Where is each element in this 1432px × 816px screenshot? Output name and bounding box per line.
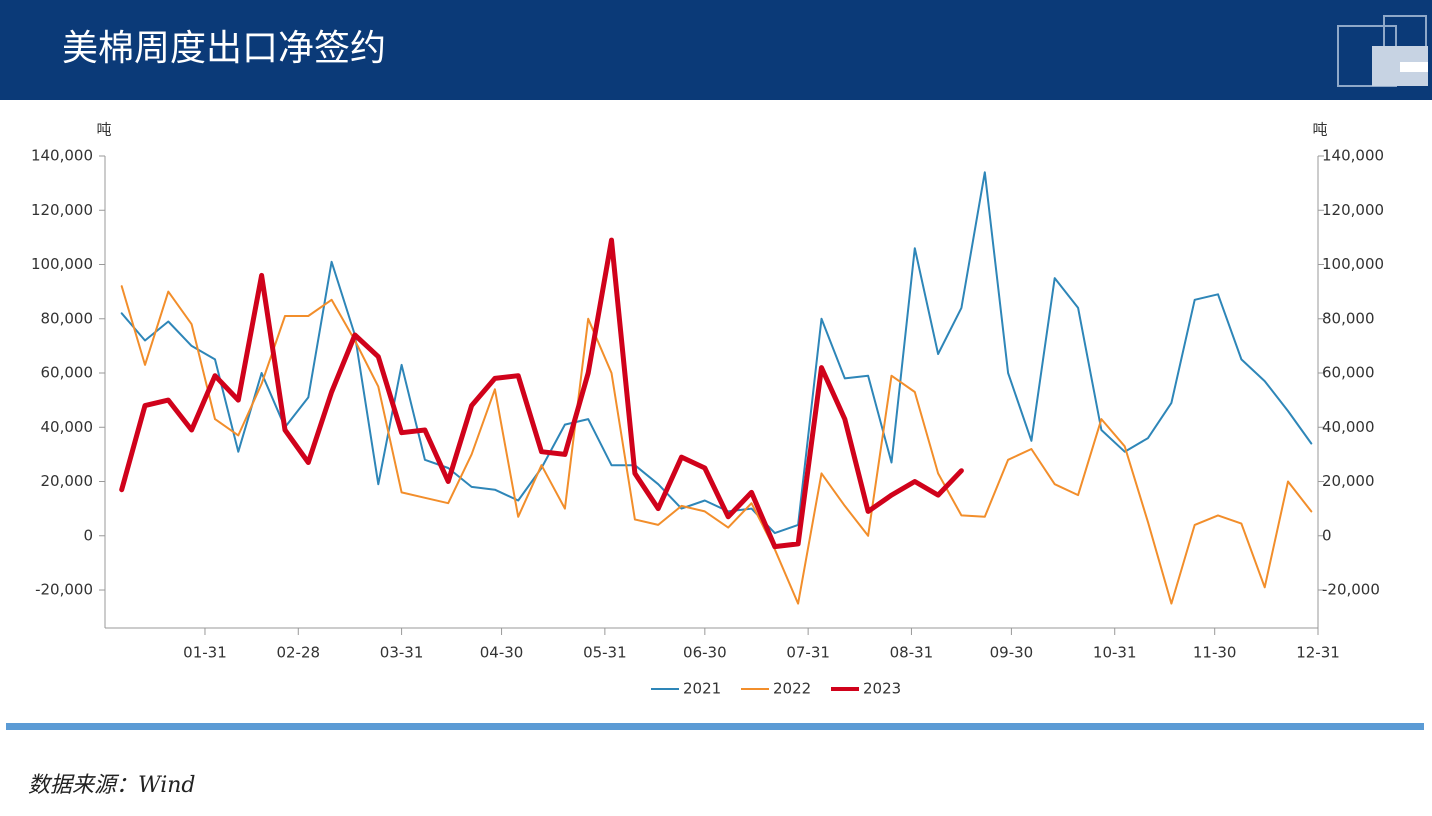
- series-line: [120, 171, 1313, 535]
- y-tick-label: 140,000: [31, 147, 93, 165]
- separator: [6, 723, 1424, 730]
- y-tick-label: 60,000: [41, 364, 94, 382]
- x-tick-label: 09-30: [990, 644, 1034, 662]
- y2-tick-label: 60,000: [1322, 364, 1375, 382]
- legend-label: 2023: [863, 680, 901, 698]
- x-tick-label: 08-31: [890, 644, 934, 662]
- y2-tick-label: 120,000: [1322, 201, 1384, 219]
- y-tick-label: 0: [83, 526, 93, 544]
- slide-title: 美棉周度出口净签约: [62, 28, 386, 69]
- y-tick-label: 100,000: [31, 255, 93, 273]
- x-tick-label: 05-31: [583, 644, 627, 662]
- y2-tick-label: 20,000: [1322, 472, 1375, 490]
- y2-tick-label: 100,000: [1322, 255, 1384, 273]
- y2-tick-label: 140,000: [1322, 147, 1384, 165]
- y-tick-label: 80,000: [41, 309, 94, 327]
- y-axis-unit: 吨: [96, 121, 111, 139]
- legend-label: 2022: [773, 680, 811, 698]
- x-tick-label: 04-30: [480, 644, 524, 662]
- legend-label: 2021: [683, 680, 721, 698]
- y-tick-label: 20,000: [41, 472, 94, 490]
- x-tick-label: 06-30: [683, 644, 727, 662]
- x-tick-label: 12-31: [1296, 644, 1340, 662]
- x-tick-label: 01-31: [183, 644, 227, 662]
- header-band: [0, 0, 1432, 100]
- y2-tick-label: 0: [1322, 526, 1332, 544]
- y2-axis-unit: 吨: [1312, 121, 1327, 139]
- y-tick-label: 120,000: [31, 201, 93, 219]
- y-tick-label: -20,000: [35, 581, 93, 599]
- series-line: [119, 237, 964, 550]
- series-line: [120, 285, 1313, 605]
- y2-tick-label: 40,000: [1322, 418, 1375, 436]
- x-tick-label: 10-31: [1093, 644, 1137, 662]
- source-note: 数据来源：Wind: [28, 773, 196, 798]
- y2-tick-label: -20,000: [1322, 581, 1380, 599]
- x-tick-label: 11-30: [1193, 644, 1237, 662]
- logo: [1337, 15, 1428, 87]
- y2-tick-label: 80,000: [1322, 309, 1375, 327]
- x-tick-label: 03-31: [380, 644, 424, 662]
- x-tick-label: 07-31: [786, 644, 830, 662]
- y-tick-label: 40,000: [41, 418, 94, 436]
- x-tick-label: 02-28: [276, 644, 320, 662]
